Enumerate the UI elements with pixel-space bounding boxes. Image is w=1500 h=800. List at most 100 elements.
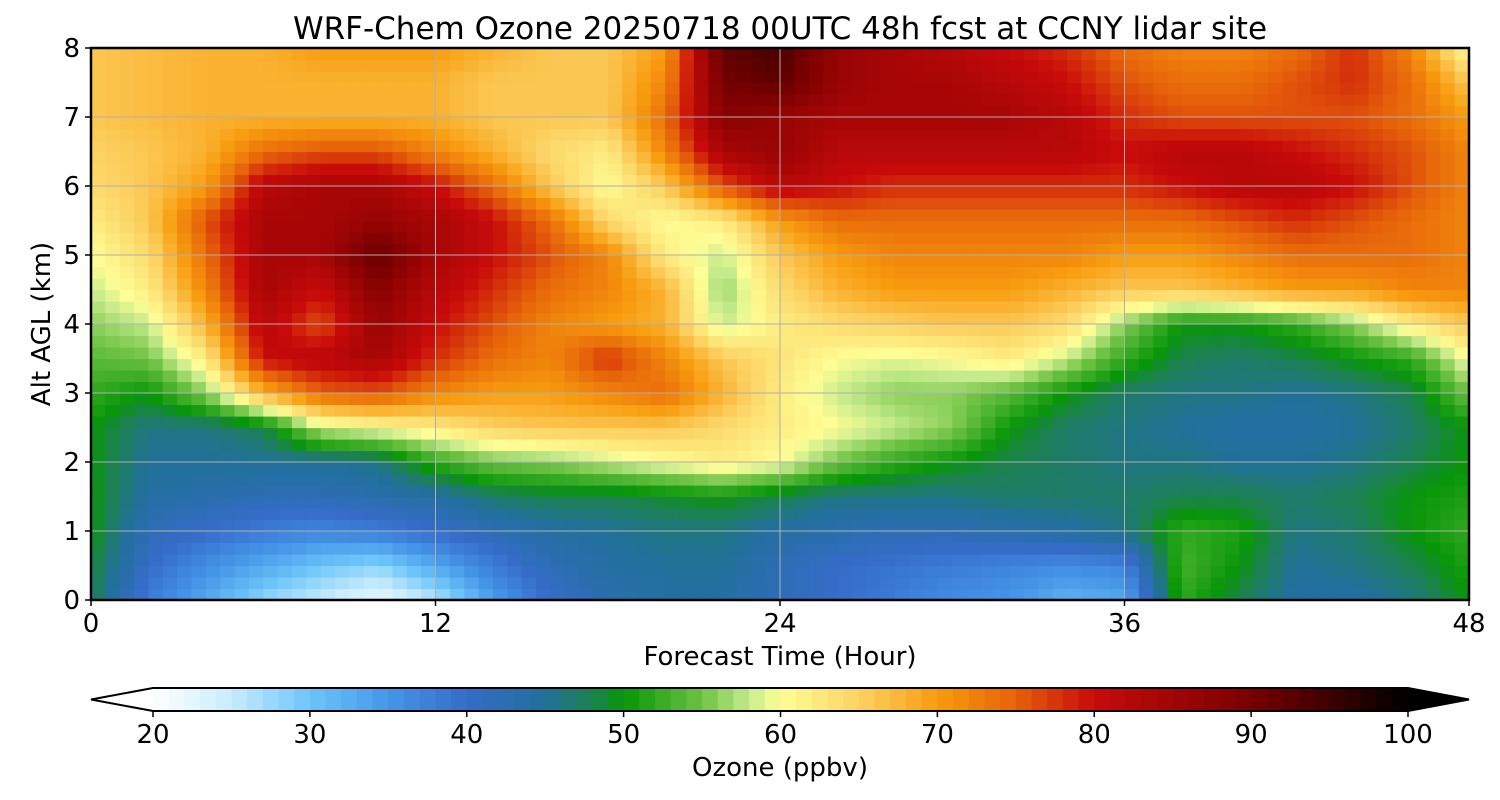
heatmap-cell — [1081, 82, 1097, 95]
heatmap-cell — [1411, 531, 1427, 544]
heatmap-cell — [708, 565, 724, 578]
heatmap-cell — [464, 301, 480, 314]
heatmap-cell — [980, 565, 996, 578]
heatmap-cell — [650, 82, 666, 95]
heatmap-cell — [119, 462, 135, 475]
heatmap-cell — [622, 508, 638, 521]
heatmap-cell — [162, 565, 178, 578]
heatmap-cell — [1081, 485, 1097, 498]
heatmap-cell — [1425, 404, 1441, 417]
heatmap-cell — [851, 82, 867, 95]
heatmap-cell — [392, 48, 408, 61]
heatmap-cell — [794, 485, 810, 498]
heatmap-cell — [449, 243, 465, 256]
heatmap-cell — [909, 301, 925, 314]
heatmap-cell — [1095, 496, 1111, 509]
heatmap-cell — [363, 404, 379, 417]
heatmap-cell — [579, 508, 594, 521]
heatmap-cell — [1110, 220, 1126, 233]
heatmap-cell — [1224, 174, 1240, 187]
y-tick-label: 6 — [63, 172, 80, 202]
heatmap-cell — [1196, 209, 1212, 222]
heatmap-cell — [1009, 140, 1025, 153]
heatmap-cell — [91, 427, 106, 440]
heatmap-cell — [880, 508, 896, 521]
heatmap-cell — [406, 128, 422, 141]
heatmap-cell — [1196, 232, 1212, 245]
heatmap-cell — [1052, 48, 1068, 61]
heatmap-cell — [1268, 519, 1283, 532]
heatmap-cell — [980, 232, 996, 245]
heatmap-cell — [894, 358, 910, 371]
heatmap-cell — [607, 347, 623, 360]
heatmap-cell — [607, 243, 623, 256]
heatmap-cell — [363, 301, 379, 314]
heatmap-cell — [1138, 450, 1154, 463]
heatmap-cell — [263, 128, 279, 141]
heatmap-cell — [550, 381, 566, 394]
heatmap-cell — [392, 232, 408, 245]
heatmap-cell — [923, 163, 939, 176]
heatmap-cell — [1181, 163, 1197, 176]
heatmap-cell — [435, 163, 451, 176]
heatmap-cell — [1411, 450, 1427, 463]
heatmap-cell — [1095, 473, 1111, 486]
heatmap-cell — [1038, 473, 1054, 486]
heatmap-cell — [995, 519, 1011, 532]
heatmap-cell — [952, 140, 968, 153]
heatmap-cell — [995, 128, 1011, 141]
heatmap-cell — [1311, 140, 1327, 153]
heatmap-cell — [248, 508, 264, 521]
heatmap-cell — [234, 105, 250, 118]
heatmap-cell — [1411, 105, 1427, 118]
heatmap-cell — [1282, 128, 1298, 141]
heatmap-cell — [521, 163, 537, 176]
heatmap-cell — [1311, 71, 1327, 84]
heatmap-cell — [148, 427, 164, 440]
heatmap-cell — [277, 450, 293, 463]
heatmap-cell — [492, 128, 508, 141]
heatmap-cell — [263, 174, 279, 187]
heatmap-cell — [808, 197, 824, 210]
heatmap-cell — [291, 450, 307, 463]
heatmap-cell — [435, 577, 451, 590]
heatmap-cell — [392, 174, 408, 187]
heatmap-cell — [1339, 347, 1355, 360]
heatmap-cell — [91, 94, 106, 107]
heatmap-cell — [1196, 94, 1212, 107]
heatmap-cell — [320, 197, 336, 210]
heatmap-cell — [1268, 531, 1283, 544]
heatmap-cell — [1095, 347, 1111, 360]
heatmap-cell — [923, 588, 939, 601]
heatmap-cell — [1411, 370, 1427, 383]
heatmap-cell — [923, 439, 939, 452]
heatmap-cell — [736, 59, 752, 72]
heatmap-cell — [708, 209, 724, 222]
heatmap-cell — [1425, 324, 1441, 337]
heatmap-cell — [1153, 519, 1169, 532]
heatmap-cell — [277, 94, 293, 107]
heatmap-cell — [435, 174, 451, 187]
heatmap-cell — [622, 473, 638, 486]
colorbar-segment — [1157, 688, 1174, 711]
heatmap-cell — [464, 462, 480, 475]
heatmap-cell — [1038, 554, 1054, 567]
heatmap-cell — [1095, 255, 1111, 268]
heatmap-cell — [1052, 335, 1068, 348]
heatmap-cell — [1038, 105, 1054, 118]
heatmap-cell — [851, 358, 867, 371]
heatmap-cell — [1382, 450, 1398, 463]
heatmap-cell — [780, 312, 795, 325]
heatmap-cell — [952, 404, 968, 417]
heatmap-cell — [492, 174, 508, 187]
heatmap-cell — [808, 416, 824, 429]
colorbar-ticks: 20 30 40 50 60 70 80 90 100 — [136, 711, 1433, 750]
colorbar-segment — [372, 688, 389, 711]
colorbar-tick-label: 50 — [607, 720, 640, 750]
heatmap-cell — [1153, 174, 1169, 187]
heatmap-cell — [937, 140, 953, 153]
heatmap-cell — [1339, 427, 1355, 440]
heatmap-cell — [808, 163, 824, 176]
heatmap-cell — [1425, 82, 1441, 95]
heatmap-cell — [1181, 278, 1197, 291]
